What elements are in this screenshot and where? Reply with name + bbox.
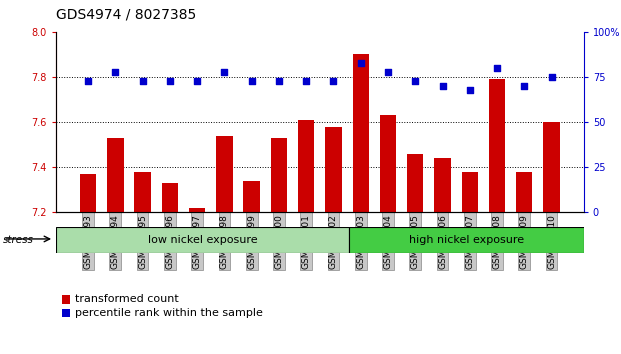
- Point: [274, 78, 284, 84]
- Point: [438, 83, 448, 89]
- Point: [111, 69, 120, 74]
- Bar: [271, 138, 287, 212]
- Bar: [325, 127, 342, 212]
- Text: stress: stress: [3, 235, 34, 245]
- Bar: [134, 172, 151, 212]
- Point: [138, 78, 148, 84]
- Point: [519, 83, 529, 89]
- Point: [410, 78, 420, 84]
- Point: [83, 78, 93, 84]
- Point: [247, 78, 256, 84]
- Bar: [543, 122, 560, 212]
- Text: low nickel exposure: low nickel exposure: [148, 235, 257, 245]
- Bar: [380, 115, 396, 212]
- Bar: [349, 227, 584, 253]
- Bar: [216, 136, 233, 212]
- Point: [492, 65, 502, 71]
- Bar: [434, 158, 451, 212]
- Bar: [107, 138, 124, 212]
- Point: [165, 78, 175, 84]
- Point: [546, 74, 556, 80]
- Point: [383, 69, 393, 74]
- Point: [192, 78, 202, 84]
- Bar: [298, 120, 314, 212]
- Bar: [189, 208, 206, 212]
- Bar: [489, 79, 505, 212]
- Text: transformed count: transformed count: [75, 294, 178, 304]
- Text: percentile rank within the sample: percentile rank within the sample: [75, 308, 263, 318]
- Point: [356, 60, 366, 65]
- Bar: [461, 172, 478, 212]
- Bar: [161, 183, 178, 212]
- Text: high nickel exposure: high nickel exposure: [409, 235, 524, 245]
- Point: [329, 78, 338, 84]
- Bar: [243, 181, 260, 212]
- Point: [465, 87, 474, 92]
- Bar: [353, 55, 369, 212]
- Bar: [407, 154, 424, 212]
- Bar: [516, 172, 532, 212]
- Point: [219, 69, 229, 74]
- Point: [301, 78, 311, 84]
- Bar: [56, 227, 349, 253]
- Bar: [80, 174, 96, 212]
- Text: GDS4974 / 8027385: GDS4974 / 8027385: [56, 7, 196, 21]
